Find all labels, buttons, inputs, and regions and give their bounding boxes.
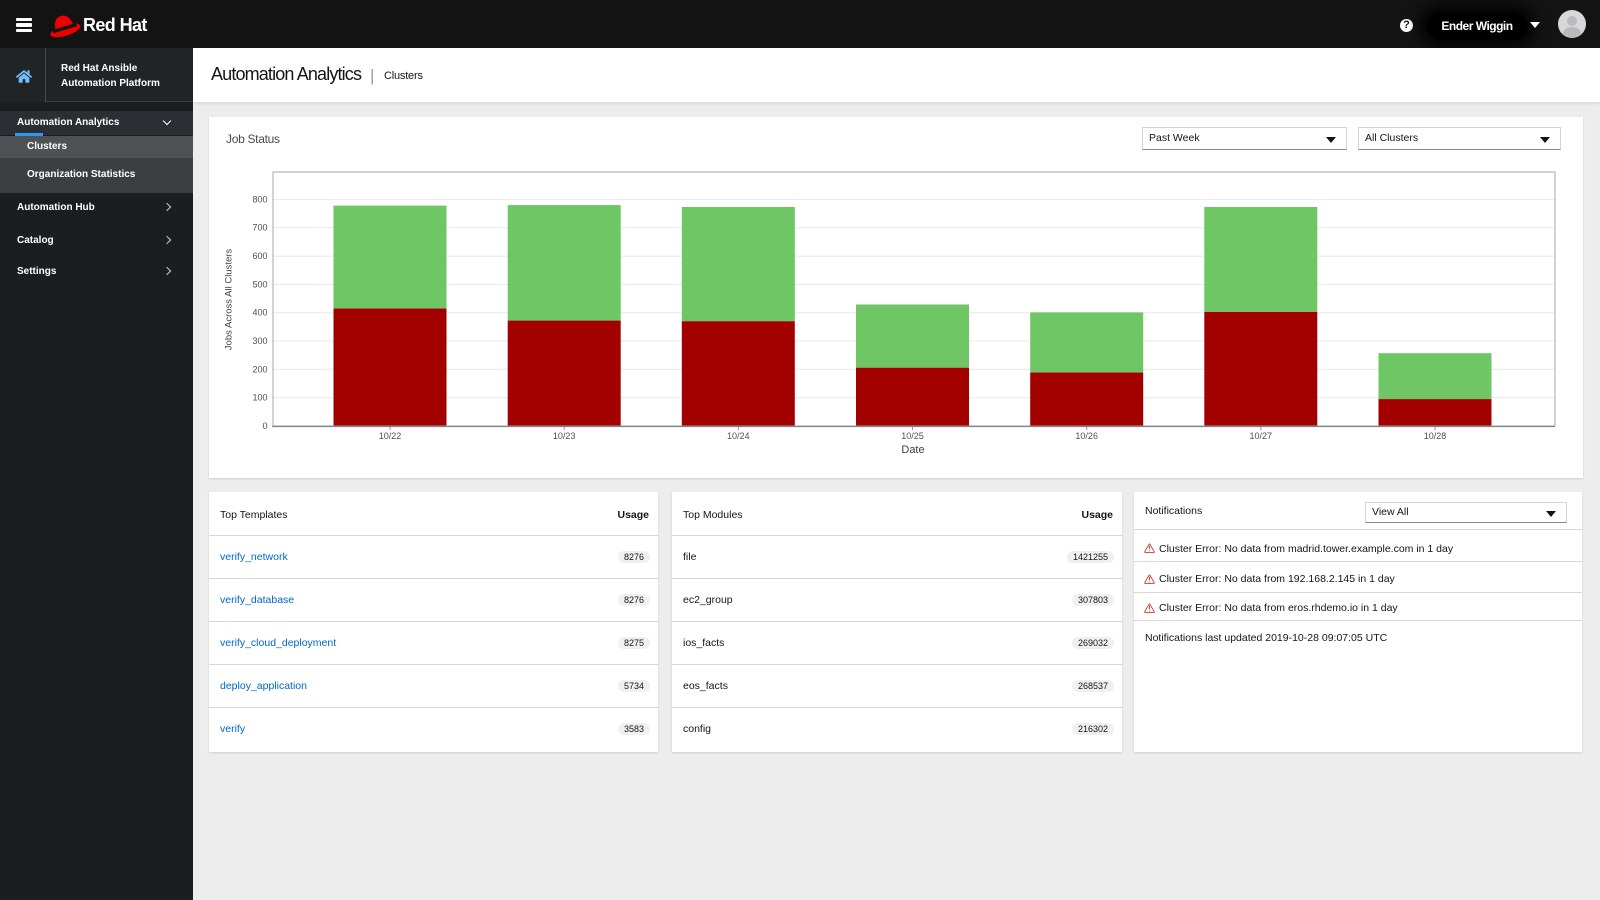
- svg-text:10/23: 10/23: [553, 431, 576, 441]
- svg-text:10/25: 10/25: [901, 431, 924, 441]
- svg-text:200: 200: [252, 364, 267, 374]
- svg-text:400: 400: [252, 308, 267, 318]
- svg-text:Jobs Across All Clusters: Jobs Across All Clusters: [224, 249, 235, 351]
- svg-text:Date: Date: [901, 444, 924, 456]
- svg-text:10/22: 10/22: [379, 431, 402, 441]
- svg-text:700: 700: [252, 223, 267, 233]
- svg-text:600: 600: [252, 251, 267, 261]
- svg-text:10/24: 10/24: [727, 431, 750, 441]
- svg-text:10/27: 10/27: [1250, 431, 1273, 441]
- svg-text:800: 800: [252, 194, 267, 204]
- svg-text:500: 500: [252, 279, 267, 289]
- svg-text:100: 100: [252, 393, 267, 403]
- svg-text:0: 0: [262, 421, 267, 431]
- svg-text:10/28: 10/28: [1424, 431, 1447, 441]
- svg-text:300: 300: [252, 336, 267, 346]
- svg-text:10/26: 10/26: [1075, 431, 1098, 441]
